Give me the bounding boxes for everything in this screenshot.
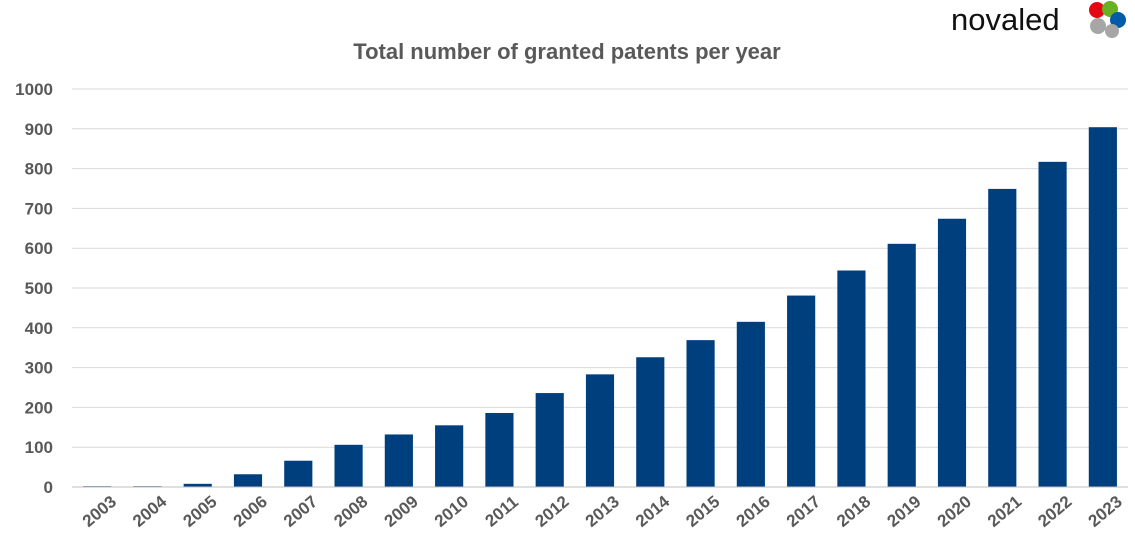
bar-2014 [636,357,665,487]
x-tick-label: 2023 [1085,492,1126,531]
bars [83,127,1117,488]
bar-2006 [233,474,263,487]
bar-2012 [535,393,564,487]
x-tick-label: 2013 [582,492,623,531]
x-tick-label: 2009 [381,492,422,531]
y-tick-label: 100 [25,438,53,457]
bar-2015 [686,340,715,487]
y-tick-label: 900 [25,120,53,139]
x-tick-label: 2014 [632,492,674,531]
bar-2005 [183,483,212,487]
y-tick-label: 300 [25,359,53,378]
x-tick-label: 2017 [783,492,824,531]
x-tick-label: 2011 [482,492,522,530]
bar-2017 [787,295,816,487]
chart-title: Total number of granted patents per year [353,39,781,64]
logo-circles-icon [1089,1,1126,38]
bar-2016 [736,321,765,487]
logo-text: novaled [951,2,1060,37]
y-tick-label: 400 [25,319,53,338]
x-tick-label: 2018 [833,492,874,531]
y-tick-label: 700 [25,199,53,218]
bar-2007 [284,460,313,487]
y-tick-label: 600 [25,239,53,258]
y-tick-label: 1000 [15,80,53,99]
x-tick-label: 2021 [984,492,1025,531]
x-axis-ticks: 2003 2004 2005 2006 2007 2008 2009 2010 2011 2012… [79,492,1126,531]
bar-2010 [435,425,464,487]
x-tick-label: 2007 [280,492,321,531]
bar-2009 [384,434,413,487]
novaled-logo: novaled [951,1,1126,38]
x-tick-label: 2019 [883,492,924,531]
bar-2022 [1038,161,1067,488]
bar-2021 [988,188,1017,487]
bar-2020 [937,218,967,488]
bar-2013 [585,374,615,487]
x-tick-label: 2005 [179,492,220,531]
x-tick-label: 2006 [230,492,271,531]
y-tick-label: 800 [25,160,53,179]
x-tick-label: 2015 [682,492,723,531]
bar-2019 [887,243,916,487]
x-tick-label: 2016 [733,492,774,531]
bar-2011 [485,412,514,487]
bar-2018 [837,270,866,487]
bar-2008 [334,444,363,487]
x-tick-label: 2008 [330,492,371,531]
x-tick-label: 2004 [129,492,171,531]
y-tick-label: 0 [44,478,53,497]
y-tick-label: 500 [25,279,53,298]
x-tick-label: 2010 [431,492,472,531]
y-axis-ticks: 0 100 200 300 400 500 600 700 800 900 1000 [15,80,53,497]
x-tick-label: 2003 [79,492,120,531]
y-tick-label: 200 [25,398,53,417]
bar-2023 [1088,127,1117,487]
x-tick-label: 2012 [531,492,572,531]
x-tick-label: 2022 [1034,492,1075,531]
x-tick-label: 2020 [934,492,975,531]
